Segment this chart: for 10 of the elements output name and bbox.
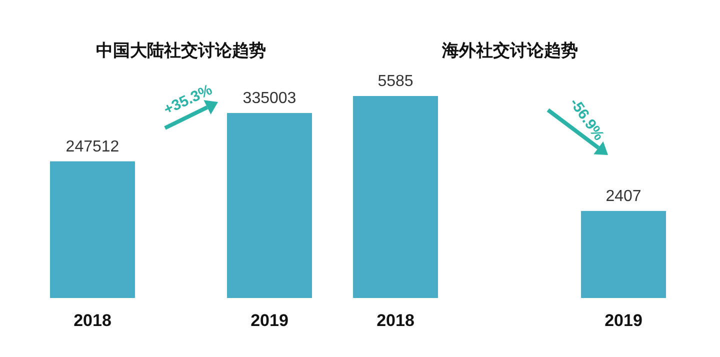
chart-title: 中国大陆社交讨论趋势 bbox=[96, 41, 266, 60]
data-label: 247512 bbox=[66, 138, 120, 156]
x-tick-label: 2019 bbox=[604, 311, 642, 330]
x-tick-label: 2018 bbox=[74, 311, 112, 330]
data-label: 5585 bbox=[378, 73, 414, 90]
chart-title: 海外社交讨论趋势 bbox=[441, 41, 578, 60]
data-label: 2407 bbox=[606, 188, 642, 205]
x-tick-label: 2018 bbox=[376, 311, 414, 330]
x-tick-label: 2019 bbox=[250, 311, 288, 330]
data-label: 335003 bbox=[242, 90, 296, 107]
